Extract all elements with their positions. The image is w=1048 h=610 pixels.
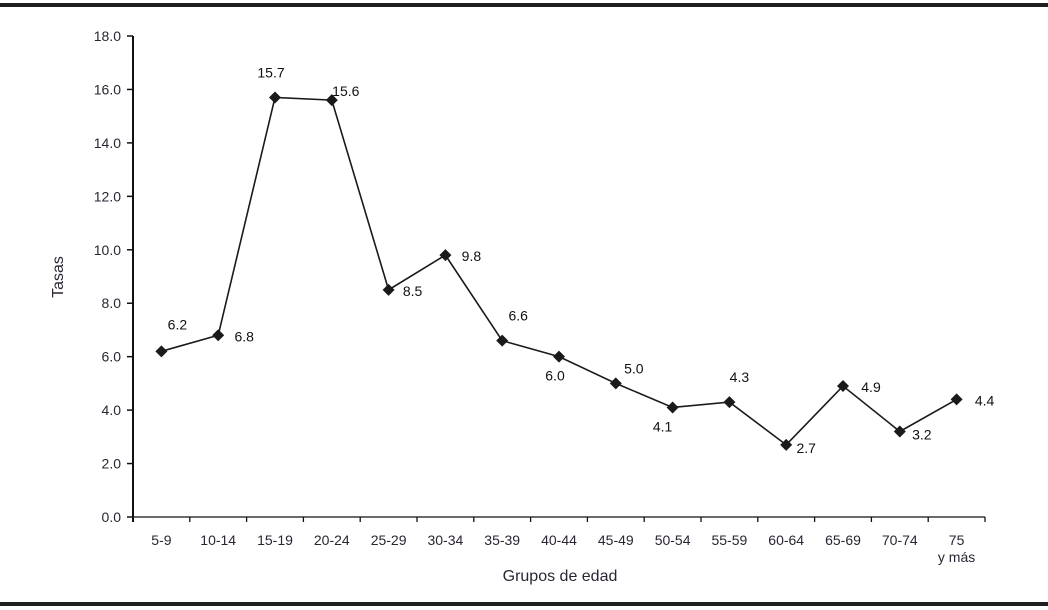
data-label: 6.6 (508, 308, 528, 324)
x-tick-label: y más (938, 549, 975, 565)
x-tick-label: 15-19 (257, 532, 293, 548)
bottom-border (0, 602, 1048, 606)
data-point-marker (950, 393, 963, 406)
x-tick-label: 75 (949, 532, 965, 548)
x-tick-label: 5-9 (151, 532, 171, 548)
data-label: 4.1 (653, 418, 673, 434)
data-point-marker (496, 334, 509, 347)
x-tick-label: 30-34 (427, 532, 463, 548)
data-point-marker (780, 438, 793, 451)
x-tick-label: 45-49 (598, 532, 634, 548)
data-point-marker (155, 345, 168, 358)
series-line (161, 96, 957, 446)
data-point-marker (837, 380, 849, 393)
data-point-marker (609, 377, 622, 390)
y-tick-label: 16.0 (94, 81, 121, 97)
data-label: 6.2 (168, 316, 188, 332)
y-tick-label: 0.0 (102, 509, 122, 525)
data-label: 9.8 (462, 248, 482, 264)
y-tick-label: 18.0 (94, 28, 121, 44)
y-tick-label: 8.0 (102, 295, 122, 311)
data-label: 8.5 (403, 283, 423, 299)
y-tick-label: 12.0 (94, 188, 121, 204)
data-point-marker (269, 91, 281, 104)
data-point-marker (325, 94, 338, 107)
data-label: 15.7 (257, 64, 284, 80)
x-tick-label: 35-39 (484, 532, 520, 548)
x-tick-label: 20-24 (314, 532, 350, 548)
x-tick-label: 10-14 (200, 532, 236, 548)
y-tick-label: 4.0 (102, 402, 122, 418)
data-label: 5.0 (624, 360, 644, 376)
data-point-marker (893, 425, 906, 438)
y-tick-label: 6.0 (102, 349, 122, 365)
x-tick-label: 55-59 (711, 532, 747, 548)
data-label: 6.8 (234, 328, 254, 344)
x-tick-label: 50-54 (655, 532, 691, 548)
data-label: 2.7 (796, 440, 816, 456)
data-point-marker (382, 283, 395, 296)
x-tick-label: 40-44 (541, 532, 577, 548)
data-label: 6.0 (545, 368, 565, 384)
data-label: 3.2 (912, 426, 932, 442)
y-axis-title: Tasas (50, 256, 67, 298)
x-tick-label: 70-74 (882, 532, 918, 548)
x-tick-label: 65-69 (825, 532, 861, 548)
y-tick-label: 2.0 (102, 456, 122, 472)
x-axis-title: Grupos de edad (503, 568, 618, 585)
data-label: 4.9 (861, 379, 881, 395)
top-border (0, 3, 1048, 7)
data-label: 4.3 (730, 369, 750, 385)
data-point-marker (553, 350, 565, 363)
data-label: 4.4 (975, 392, 995, 408)
y-tick-label: 14.0 (94, 135, 121, 151)
data-point-marker (666, 401, 679, 414)
data-label: 15.6 (332, 83, 359, 99)
x-tick-label: 25-29 (371, 532, 407, 548)
x-tick-label: 60-64 (768, 532, 804, 548)
y-tick-label: 10.0 (94, 242, 121, 258)
data-point-marker (439, 249, 452, 262)
data-point-marker (212, 329, 225, 342)
data-point-marker (723, 396, 736, 409)
